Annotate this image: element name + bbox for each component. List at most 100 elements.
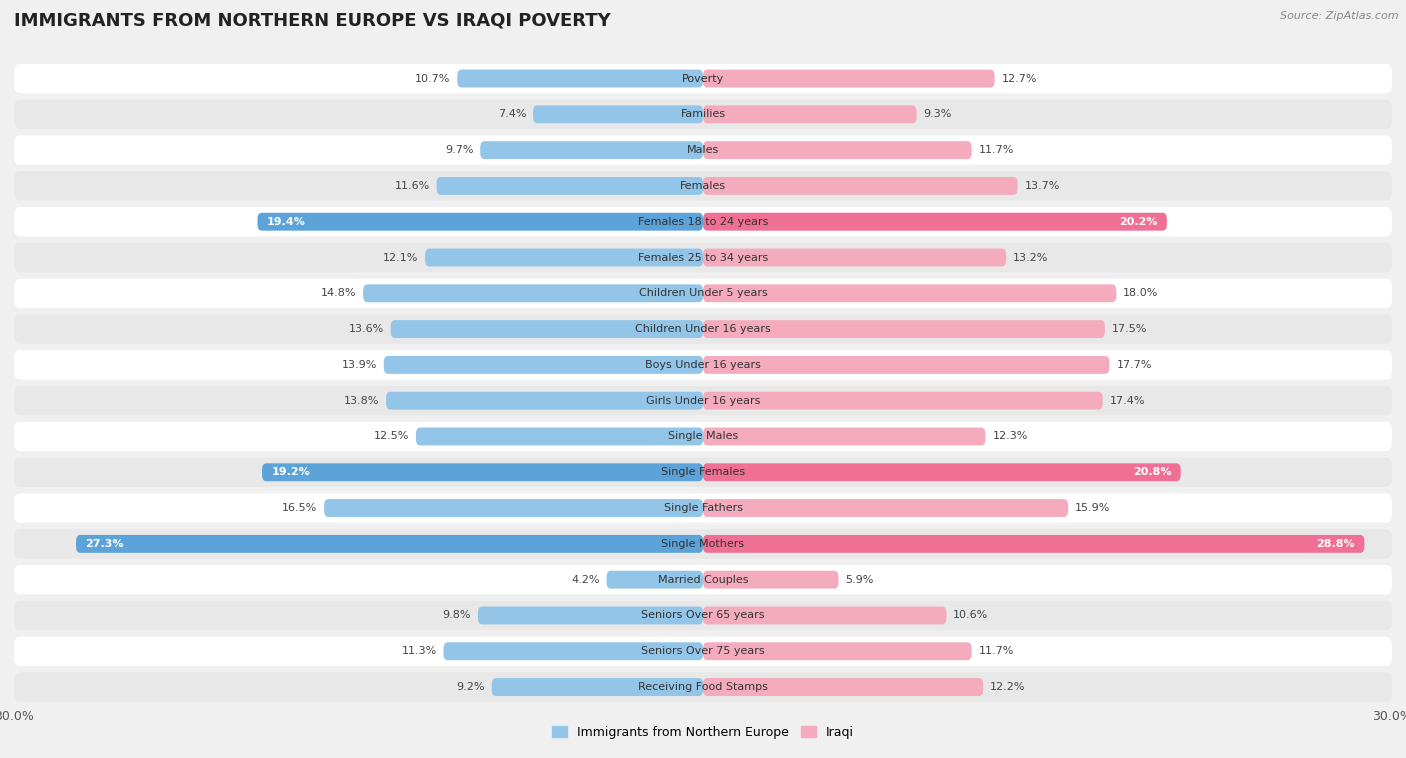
FancyBboxPatch shape: [14, 529, 1392, 559]
Text: 16.5%: 16.5%: [283, 503, 318, 513]
Text: 17.7%: 17.7%: [1116, 360, 1152, 370]
FancyBboxPatch shape: [492, 678, 703, 696]
Text: 9.3%: 9.3%: [924, 109, 952, 119]
Text: 13.2%: 13.2%: [1012, 252, 1049, 262]
Text: Single Mothers: Single Mothers: [661, 539, 745, 549]
FancyBboxPatch shape: [703, 535, 1364, 553]
Text: 20.2%: 20.2%: [1119, 217, 1157, 227]
Text: Females 25 to 34 years: Females 25 to 34 years: [638, 252, 768, 262]
Text: Seniors Over 75 years: Seniors Over 75 years: [641, 647, 765, 656]
FancyBboxPatch shape: [703, 177, 1018, 195]
FancyBboxPatch shape: [14, 386, 1392, 415]
FancyBboxPatch shape: [14, 601, 1392, 630]
Text: 12.3%: 12.3%: [993, 431, 1028, 441]
Text: Married Couples: Married Couples: [658, 575, 748, 584]
FancyBboxPatch shape: [703, 284, 1116, 302]
Text: 13.6%: 13.6%: [349, 324, 384, 334]
FancyBboxPatch shape: [703, 70, 994, 87]
Text: 4.2%: 4.2%: [571, 575, 599, 584]
Text: Seniors Over 65 years: Seniors Over 65 years: [641, 610, 765, 621]
Text: Source: ZipAtlas.com: Source: ZipAtlas.com: [1281, 11, 1399, 21]
Text: Boys Under 16 years: Boys Under 16 years: [645, 360, 761, 370]
Text: 15.9%: 15.9%: [1076, 503, 1111, 513]
Text: Females: Females: [681, 181, 725, 191]
Text: 11.3%: 11.3%: [401, 647, 437, 656]
FancyBboxPatch shape: [14, 458, 1392, 487]
FancyBboxPatch shape: [703, 213, 1167, 230]
Text: 28.8%: 28.8%: [1316, 539, 1355, 549]
FancyBboxPatch shape: [14, 493, 1392, 523]
Text: 19.2%: 19.2%: [271, 467, 309, 478]
FancyBboxPatch shape: [14, 136, 1392, 164]
Text: 11.7%: 11.7%: [979, 145, 1014, 155]
FancyBboxPatch shape: [703, 606, 946, 625]
FancyBboxPatch shape: [437, 177, 703, 195]
FancyBboxPatch shape: [703, 249, 1007, 267]
FancyBboxPatch shape: [533, 105, 703, 124]
Text: 9.2%: 9.2%: [457, 682, 485, 692]
Text: 12.7%: 12.7%: [1001, 74, 1038, 83]
FancyBboxPatch shape: [14, 421, 1392, 451]
Text: 13.9%: 13.9%: [342, 360, 377, 370]
FancyBboxPatch shape: [703, 320, 1105, 338]
Text: Males: Males: [688, 145, 718, 155]
Text: Single Males: Single Males: [668, 431, 738, 441]
FancyBboxPatch shape: [14, 637, 1392, 666]
FancyBboxPatch shape: [606, 571, 703, 589]
Legend: Immigrants from Northern Europe, Iraqi: Immigrants from Northern Europe, Iraqi: [547, 721, 859, 744]
Text: Girls Under 16 years: Girls Under 16 years: [645, 396, 761, 406]
FancyBboxPatch shape: [323, 499, 703, 517]
FancyBboxPatch shape: [703, 642, 972, 660]
FancyBboxPatch shape: [703, 428, 986, 446]
Text: Receiving Food Stamps: Receiving Food Stamps: [638, 682, 768, 692]
Text: 5.9%: 5.9%: [845, 575, 873, 584]
FancyBboxPatch shape: [703, 571, 838, 589]
FancyBboxPatch shape: [416, 428, 703, 446]
Text: Females 18 to 24 years: Females 18 to 24 years: [638, 217, 768, 227]
FancyBboxPatch shape: [14, 279, 1392, 308]
FancyBboxPatch shape: [14, 64, 1392, 93]
FancyBboxPatch shape: [14, 350, 1392, 380]
FancyBboxPatch shape: [703, 105, 917, 124]
FancyBboxPatch shape: [703, 678, 983, 696]
FancyBboxPatch shape: [14, 672, 1392, 702]
Text: 17.5%: 17.5%: [1112, 324, 1147, 334]
FancyBboxPatch shape: [14, 207, 1392, 236]
FancyBboxPatch shape: [14, 565, 1392, 594]
FancyBboxPatch shape: [363, 284, 703, 302]
Text: 12.1%: 12.1%: [382, 252, 418, 262]
Text: Single Fathers: Single Fathers: [664, 503, 742, 513]
FancyBboxPatch shape: [478, 606, 703, 625]
Text: 11.6%: 11.6%: [395, 181, 430, 191]
Text: 18.0%: 18.0%: [1123, 288, 1159, 299]
Text: 19.4%: 19.4%: [267, 217, 305, 227]
Text: 9.7%: 9.7%: [444, 145, 474, 155]
Text: 12.2%: 12.2%: [990, 682, 1025, 692]
Text: Children Under 16 years: Children Under 16 years: [636, 324, 770, 334]
FancyBboxPatch shape: [262, 463, 703, 481]
Text: 11.7%: 11.7%: [979, 647, 1014, 656]
FancyBboxPatch shape: [703, 356, 1109, 374]
Text: 9.8%: 9.8%: [443, 610, 471, 621]
Text: Poverty: Poverty: [682, 74, 724, 83]
Text: 20.8%: 20.8%: [1133, 467, 1171, 478]
FancyBboxPatch shape: [457, 70, 703, 87]
FancyBboxPatch shape: [443, 642, 703, 660]
Text: 14.8%: 14.8%: [321, 288, 356, 299]
Text: 27.3%: 27.3%: [86, 539, 124, 549]
FancyBboxPatch shape: [76, 535, 703, 553]
FancyBboxPatch shape: [703, 141, 972, 159]
Text: Families: Families: [681, 109, 725, 119]
Text: 13.8%: 13.8%: [344, 396, 380, 406]
FancyBboxPatch shape: [703, 463, 1181, 481]
Text: 17.4%: 17.4%: [1109, 396, 1144, 406]
Text: 10.6%: 10.6%: [953, 610, 988, 621]
Text: Children Under 5 years: Children Under 5 years: [638, 288, 768, 299]
Text: 10.7%: 10.7%: [415, 74, 450, 83]
FancyBboxPatch shape: [703, 499, 1069, 517]
FancyBboxPatch shape: [14, 243, 1392, 272]
FancyBboxPatch shape: [425, 249, 703, 267]
FancyBboxPatch shape: [387, 392, 703, 409]
FancyBboxPatch shape: [257, 213, 703, 230]
FancyBboxPatch shape: [14, 315, 1392, 344]
